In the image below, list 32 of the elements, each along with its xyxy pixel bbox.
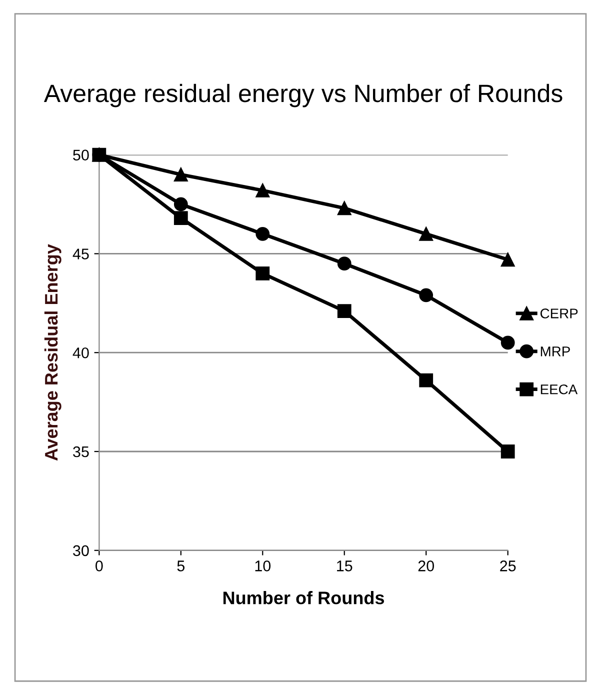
point (500, 444, 515, 458)
point (419, 288, 434, 302)
point (337, 201, 352, 216)
point (174, 168, 188, 182)
y-tick-label: 35 (73, 446, 89, 458)
x-tick-label: 25 (500, 560, 516, 572)
legend-label: CERP (540, 308, 578, 318)
point (174, 197, 188, 212)
y-tick-label: 50 (73, 150, 89, 160)
x-tick-label: 20 (418, 560, 434, 572)
point (256, 183, 270, 198)
x-tick-label: 10 (255, 560, 271, 572)
point (174, 211, 188, 226)
point (419, 373, 434, 388)
point (337, 256, 352, 271)
y-tick-label: 30 (73, 545, 89, 556)
x-axis-title: Number of Rounds (223, 591, 384, 604)
point (500, 252, 515, 267)
x-tick-label: 15 (337, 560, 352, 572)
point (256, 226, 270, 241)
x-tick-label: 0 (96, 560, 103, 572)
point (500, 336, 515, 350)
y-tick-label: 40 (72, 347, 89, 358)
legend-label: EECA (540, 384, 578, 394)
point (256, 266, 270, 280)
point (419, 226, 434, 241)
y-axis-title: Average Residual Energy (44, 244, 62, 461)
point (337, 304, 352, 318)
legend-label: MRP (540, 346, 570, 356)
chart-title: Average residual energy vs Number of Rounds (44, 84, 562, 108)
x-tick-label: 5 (177, 560, 185, 572)
y-tick-label: 45 (72, 248, 89, 260)
